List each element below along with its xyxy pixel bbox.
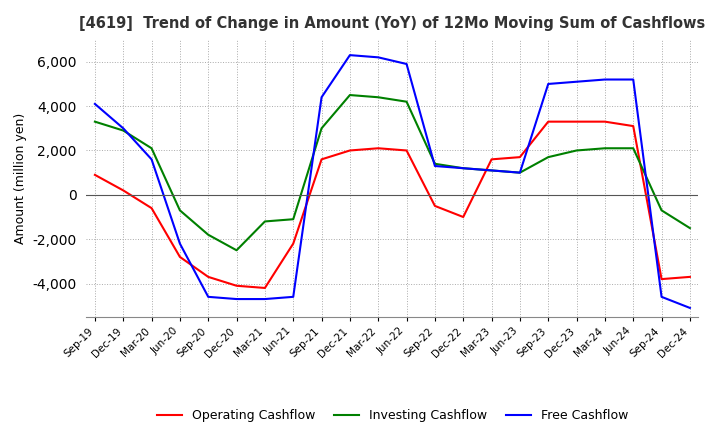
Operating Cashflow	[204, 274, 212, 279]
Investing Cashflow	[204, 232, 212, 238]
Operating Cashflow	[402, 148, 411, 153]
Investing Cashflow	[261, 219, 269, 224]
Free Cashflow	[516, 170, 524, 175]
Free Cashflow	[119, 126, 127, 131]
Free Cashflow	[402, 61, 411, 66]
Free Cashflow	[629, 77, 637, 82]
Operating Cashflow	[261, 285, 269, 290]
Investing Cashflow	[516, 170, 524, 175]
Operating Cashflow	[459, 214, 467, 220]
Operating Cashflow	[600, 119, 609, 124]
Operating Cashflow	[91, 172, 99, 177]
Free Cashflow	[600, 77, 609, 82]
Operating Cashflow	[657, 276, 666, 282]
Free Cashflow	[204, 294, 212, 300]
Operating Cashflow	[119, 188, 127, 193]
Investing Cashflow	[233, 248, 241, 253]
Free Cashflow	[544, 81, 552, 87]
Free Cashflow	[289, 294, 297, 300]
Operating Cashflow	[629, 124, 637, 129]
Free Cashflow	[572, 79, 581, 84]
Investing Cashflow	[402, 99, 411, 104]
Operating Cashflow	[233, 283, 241, 288]
Free Cashflow	[374, 55, 382, 60]
Operating Cashflow	[374, 146, 382, 151]
Investing Cashflow	[657, 208, 666, 213]
Line: Operating Cashflow: Operating Cashflow	[95, 121, 690, 288]
Free Cashflow	[685, 305, 694, 311]
Free Cashflow	[233, 297, 241, 302]
Free Cashflow	[459, 165, 467, 171]
Free Cashflow	[657, 294, 666, 300]
Free Cashflow	[148, 157, 156, 162]
Investing Cashflow	[629, 146, 637, 151]
Legend: Operating Cashflow, Investing Cashflow, Free Cashflow: Operating Cashflow, Investing Cashflow, …	[152, 404, 633, 427]
Operating Cashflow	[176, 254, 184, 260]
Operating Cashflow	[572, 119, 581, 124]
Line: Investing Cashflow: Investing Cashflow	[95, 95, 690, 250]
Free Cashflow	[346, 52, 354, 58]
Investing Cashflow	[148, 146, 156, 151]
Investing Cashflow	[572, 148, 581, 153]
Free Cashflow	[261, 297, 269, 302]
Investing Cashflow	[289, 216, 297, 222]
Investing Cashflow	[346, 92, 354, 98]
Free Cashflow	[431, 163, 439, 169]
Line: Free Cashflow: Free Cashflow	[95, 55, 690, 308]
Investing Cashflow	[176, 208, 184, 213]
Operating Cashflow	[148, 205, 156, 211]
Free Cashflow	[318, 95, 326, 100]
Free Cashflow	[487, 168, 496, 173]
Operating Cashflow	[685, 274, 694, 279]
Investing Cashflow	[459, 165, 467, 171]
Investing Cashflow	[318, 126, 326, 131]
Operating Cashflow	[516, 154, 524, 160]
Investing Cashflow	[685, 225, 694, 231]
Y-axis label: Amount (million yen): Amount (million yen)	[14, 113, 27, 244]
Operating Cashflow	[289, 241, 297, 246]
Investing Cashflow	[374, 95, 382, 100]
Investing Cashflow	[119, 128, 127, 133]
Investing Cashflow	[431, 161, 439, 166]
Free Cashflow	[91, 101, 99, 106]
Investing Cashflow	[487, 168, 496, 173]
Operating Cashflow	[544, 119, 552, 124]
Operating Cashflow	[318, 157, 326, 162]
Investing Cashflow	[91, 119, 99, 124]
Investing Cashflow	[600, 146, 609, 151]
Operating Cashflow	[346, 148, 354, 153]
Operating Cashflow	[487, 157, 496, 162]
Free Cashflow	[176, 241, 184, 246]
Investing Cashflow	[544, 154, 552, 160]
Operating Cashflow	[431, 203, 439, 209]
Title: [4619]  Trend of Change in Amount (YoY) of 12Mo Moving Sum of Cashflows: [4619] Trend of Change in Amount (YoY) o…	[79, 16, 706, 32]
